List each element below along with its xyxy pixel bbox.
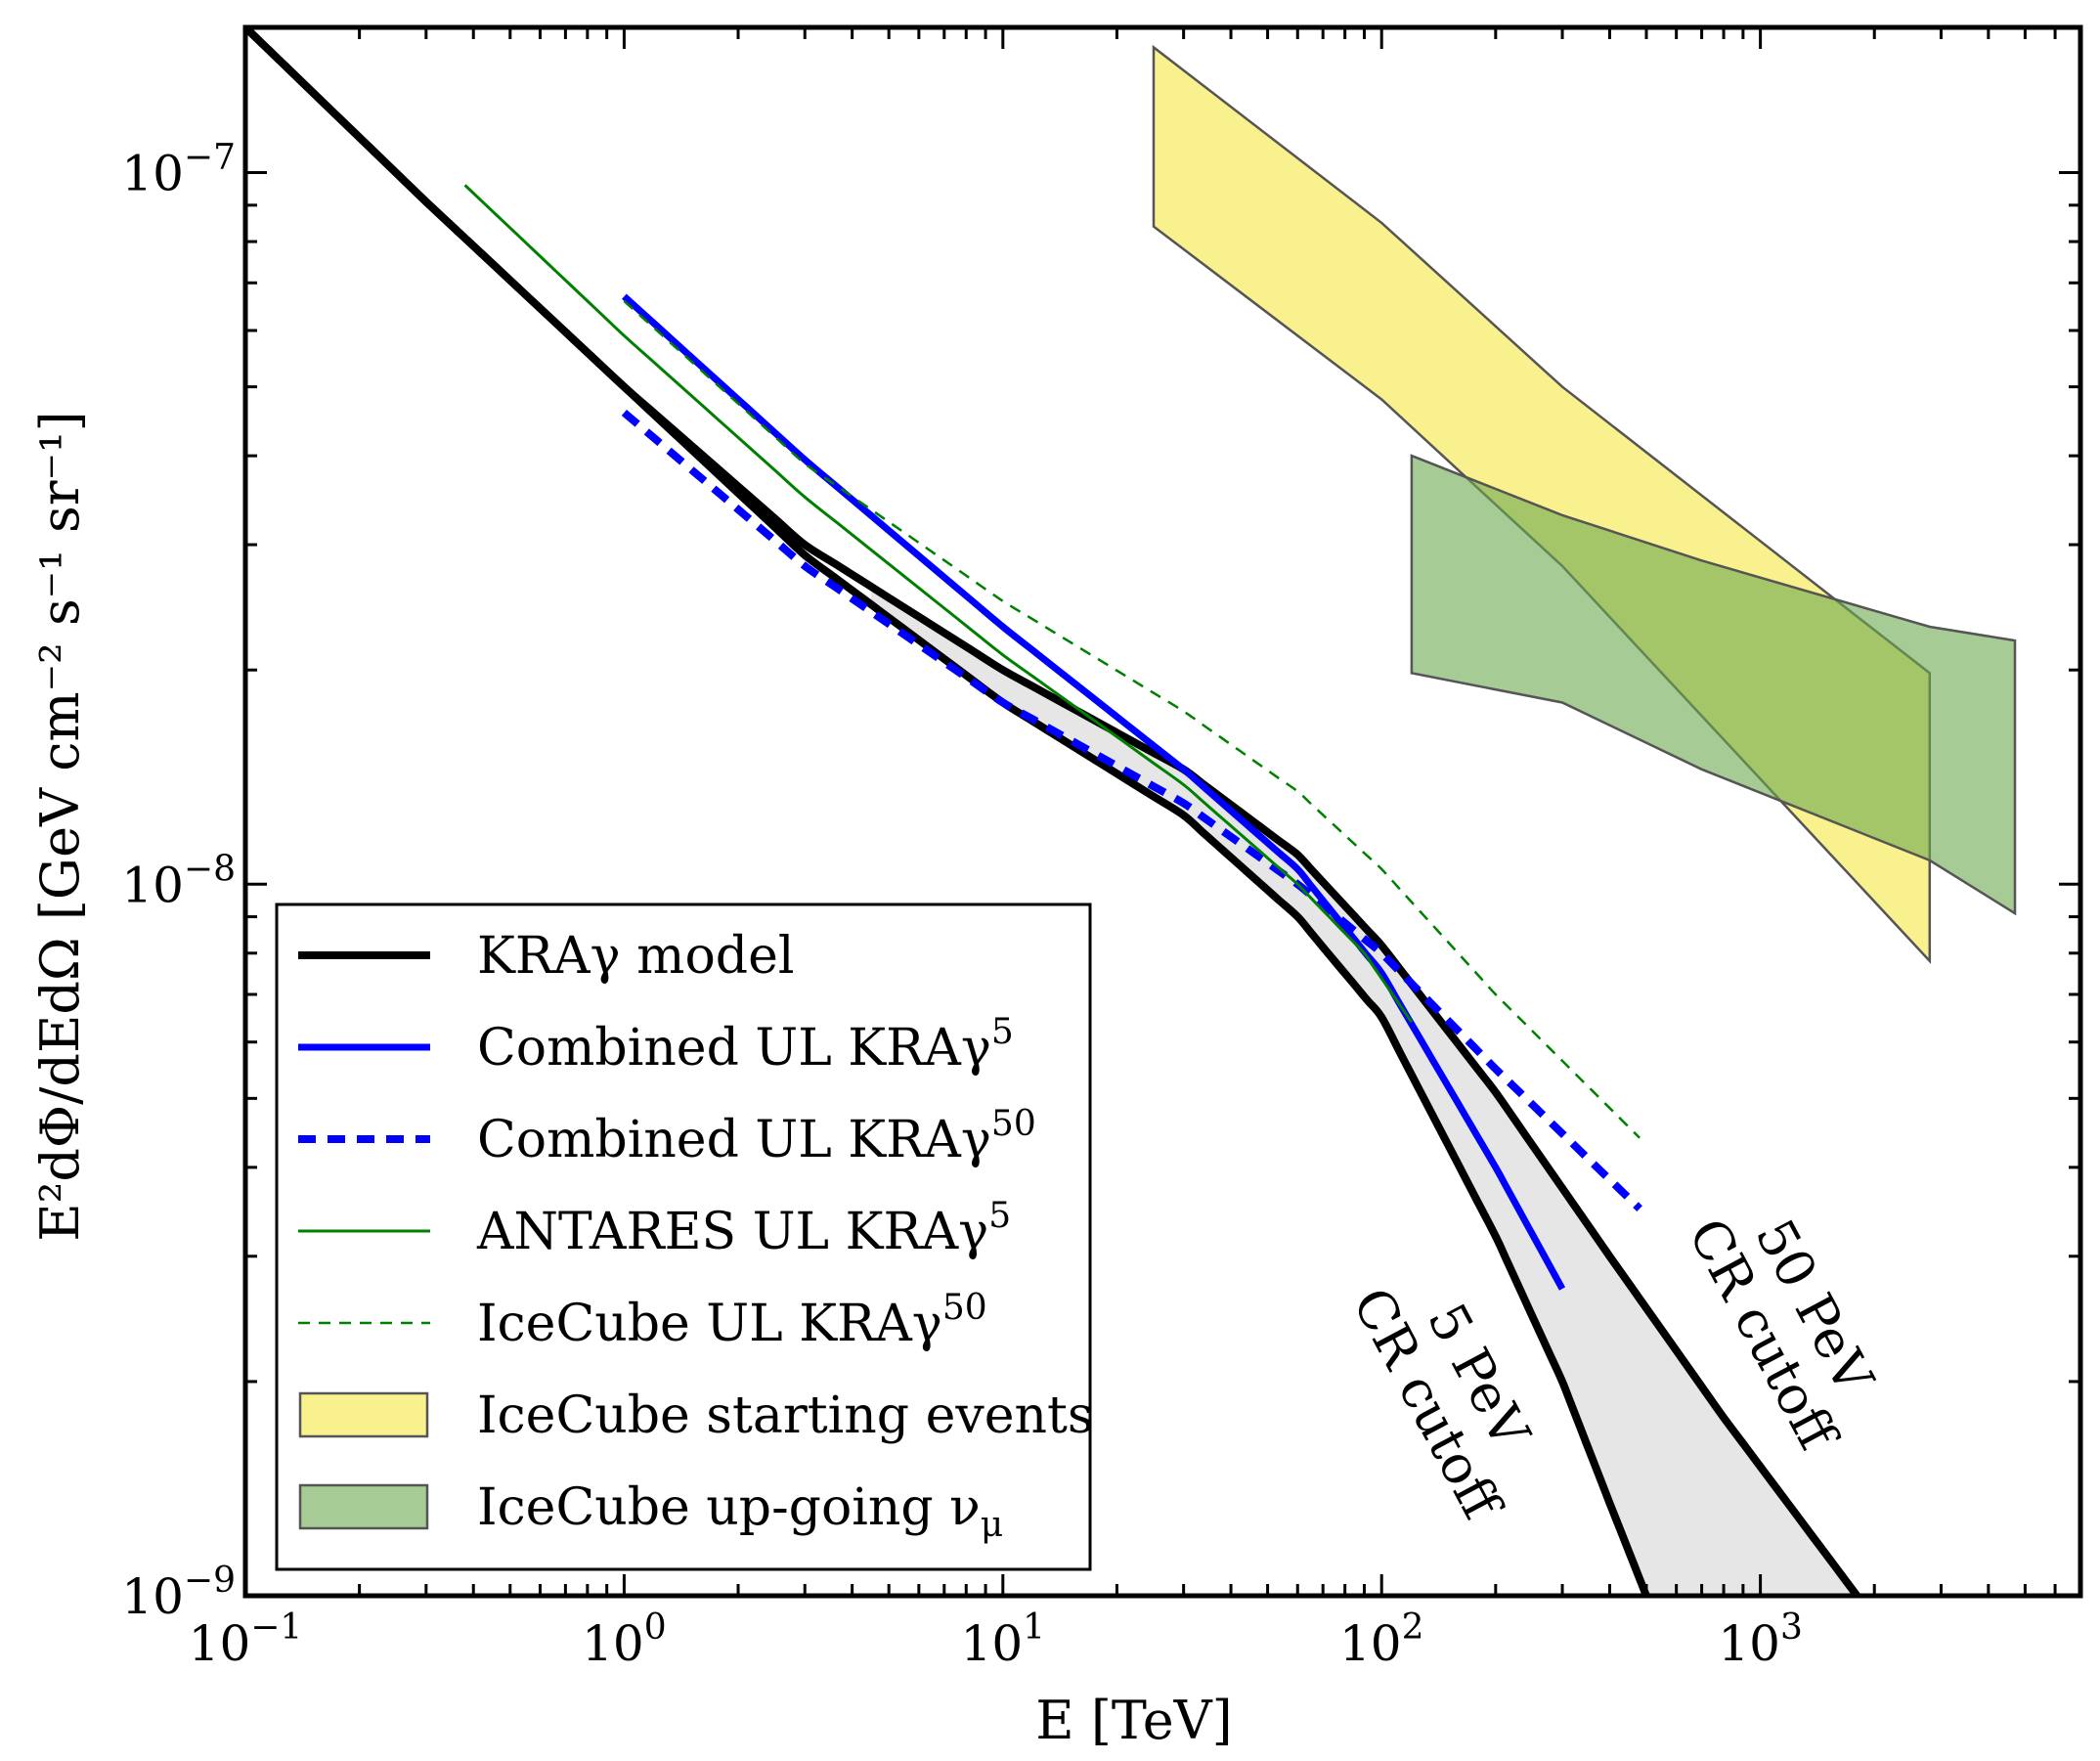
series-antares-ul-kra-5 — [463, 184, 1414, 1024]
y-tick-exp: −9 — [184, 1561, 236, 1601]
legend-label-main: IceCube starting events — [477, 1387, 1094, 1445]
series-combined-ul-kra-50 — [621, 409, 1642, 1211]
cutoff-shade-layer — [870, 586, 1858, 1596]
legend-label-main: Combined UL KRAγ — [477, 1019, 991, 1078]
legend-label: Combined UL KRAγ5 — [477, 1012, 1014, 1078]
x-tick-base: 10 — [189, 1615, 251, 1672]
y-tick-base: 10 — [121, 1568, 184, 1625]
legend-entry-2: Combined UL KRAγ5 — [298, 1012, 1014, 1078]
legend-label: IceCube up-going νμ — [477, 1478, 1003, 1545]
legend-label: IceCube UL KRAγ50 — [477, 1288, 987, 1353]
bands-layer — [1152, 44, 2017, 964]
legend-entry-6: IceCube starting events — [298, 1387, 1094, 1445]
x-axis-title: E [TeV] — [1035, 1690, 1233, 1751]
x-tick-exp: 2 — [1402, 1607, 1424, 1648]
x-tick-exp: −1 — [250, 1607, 302, 1648]
band-icecube-up-going — [1410, 454, 2017, 916]
legend-entry-3: Combined UL KRAγ50 — [298, 1104, 1036, 1169]
x-tick-base: 10 — [961, 1615, 1024, 1672]
ticks-layer — [243, 27, 2082, 1598]
legend-label-sub: μ — [981, 1505, 1003, 1545]
x-tick-label: 103 — [1718, 1607, 1803, 1672]
legend-swatch — [298, 1483, 429, 1530]
x-tick-exp: 0 — [644, 1607, 667, 1648]
legend-entry-5: IceCube UL KRAγ50 — [298, 1288, 987, 1353]
x-tick-base: 10 — [1339, 1615, 1402, 1672]
x-tick-base: 10 — [582, 1615, 644, 1672]
series-kra-model-5-pev-cr-cutoff — [245, 27, 1650, 1596]
legend-label: Combined UL KRAγ50 — [477, 1104, 1036, 1169]
band-icecube-starting-events — [1152, 44, 1932, 964]
legend-entry-1: KRAγ model — [298, 927, 794, 986]
y-tick-label: 10−7 — [121, 138, 236, 202]
y-tick-exp: −7 — [184, 138, 236, 178]
legend-entry-4: ANTARES UL KRAγ5 — [298, 1196, 1011, 1261]
legend-label: ANTARES UL KRAγ5 — [476, 1196, 1011, 1261]
cutoff-shaded-region — [870, 586, 1858, 1596]
y-tick-base: 10 — [121, 146, 184, 202]
legend-label-sup: 50 — [991, 1104, 1036, 1144]
legend-label-main: ANTARES UL KRAγ — [476, 1203, 988, 1261]
plot-border — [242, 24, 2083, 1599]
legend-label-sup: 50 — [942, 1288, 987, 1328]
legend-label-sup: 5 — [991, 1012, 1014, 1052]
series-layer — [245, 27, 1860, 1596]
legend-label-main: KRAγ model — [477, 927, 794, 986]
series-icecube-ul-kra-50 — [623, 299, 1641, 1139]
y-tick-label: 10−9 — [121, 1561, 236, 1625]
legend-label-main: IceCube up-going ν — [477, 1478, 981, 1537]
y-axis-title: E²dΦ/dEdΩ [GeV cm⁻² s⁻¹ sr⁻¹] — [29, 411, 91, 1241]
y-tick-label: 10−8 — [121, 849, 236, 913]
x-tick-label: 10−1 — [189, 1607, 303, 1672]
x-tick-label: 100 — [582, 1607, 667, 1672]
series-combined-ul-kra-5 — [622, 293, 1566, 1291]
legend-label-main: IceCube UL KRAγ — [477, 1295, 942, 1353]
y-tick-exp: −8 — [184, 849, 236, 889]
x-tick-base: 10 — [1718, 1615, 1780, 1672]
x-tick-label: 102 — [1339, 1607, 1424, 1672]
legend-swatch — [298, 1391, 429, 1438]
y-tick-base: 10 — [121, 857, 184, 913]
legend-box — [275, 903, 1092, 1571]
legend-entry-7: IceCube up-going νμ — [298, 1478, 1003, 1545]
legend-label-main: Combined UL KRAγ — [477, 1111, 991, 1169]
x-tick-label: 101 — [961, 1607, 1046, 1672]
axes-frame — [242, 24, 2083, 1599]
legend-label-sup: 5 — [988, 1196, 1011, 1236]
x-tick-exp: 1 — [1023, 1607, 1045, 1648]
legend-label: KRAγ model — [477, 927, 794, 986]
legend-label: IceCube starting events — [477, 1387, 1094, 1445]
x-tick-exp: 3 — [1780, 1607, 1803, 1648]
